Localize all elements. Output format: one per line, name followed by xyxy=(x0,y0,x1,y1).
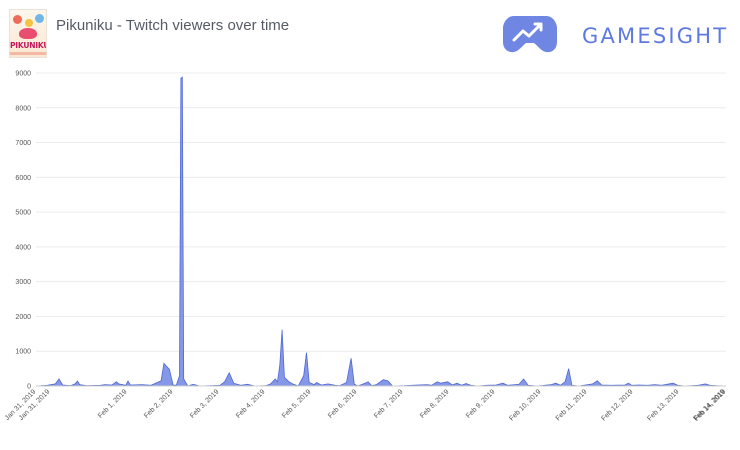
y-tick-label: 8000 xyxy=(15,105,31,112)
page-title: Pikuniku - Twitch viewers over time xyxy=(56,17,290,34)
x-tick-label: Feb 14, 2019 xyxy=(693,388,727,422)
x-tick-label: Feb 6, 2019 xyxy=(327,388,358,419)
brand-name: GAMESIGHT xyxy=(582,24,729,48)
x-tick-label: Feb 7, 2019 xyxy=(373,388,404,419)
thumbnail-art-shape xyxy=(10,52,46,55)
y-tick-label: 5000 xyxy=(15,210,31,217)
series-line xyxy=(35,76,727,387)
y-tick-label: 4000 xyxy=(15,244,31,251)
y-tick-label: 7000 xyxy=(15,140,31,147)
y-tick-label: 6000 xyxy=(15,175,31,182)
x-tick-label: Feb 11, 2019 xyxy=(555,388,589,422)
thumbnail-art-shape xyxy=(35,14,44,23)
x-tick-label: Feb 5, 2019 xyxy=(281,388,312,419)
x-tick-label: Feb 3, 2019 xyxy=(189,388,220,419)
game-logo-text: PIKUNIKU xyxy=(10,41,47,50)
x-tick-label: Feb 2, 2019 xyxy=(143,388,174,419)
x-tick-label: Feb 12, 2019 xyxy=(600,388,634,422)
thumbnail-art-shape xyxy=(13,15,22,24)
game-thumbnail: PIKUNIKU xyxy=(9,9,47,58)
x-tick-label: Feb 13, 2019 xyxy=(646,388,680,422)
y-tick-label: 1000 xyxy=(15,349,31,356)
x-tick-label: Feb 8, 2019 xyxy=(419,388,450,419)
series-area xyxy=(36,77,726,386)
y-tick-label: 3000 xyxy=(15,279,31,286)
gamepad-logo-icon xyxy=(503,16,557,53)
y-tick-label: 2000 xyxy=(15,314,31,321)
x-tick-label: Feb 4, 2019 xyxy=(235,388,266,419)
x-tick-label: Feb 9, 2019 xyxy=(465,388,496,419)
y-tick-label: 9000 xyxy=(15,71,31,78)
y-tick-label: 0 xyxy=(27,384,31,391)
thumbnail-art-shape xyxy=(19,28,37,39)
x-tick-label: Feb 10, 2019 xyxy=(508,388,542,422)
x-tick-label: Feb 1, 2019 xyxy=(97,388,128,419)
thumbnail-art-shape xyxy=(25,19,33,27)
